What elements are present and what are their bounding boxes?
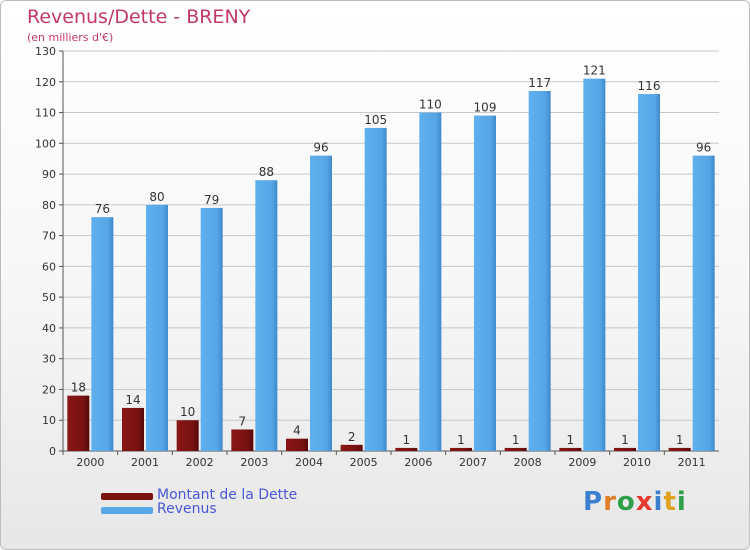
bar-dette [340, 444, 363, 451]
bar-revenus [255, 180, 278, 451]
bar-dette [67, 395, 90, 451]
data-label-dette: 10 [180, 405, 195, 419]
bar-dette [176, 420, 199, 451]
bar-revenus [310, 155, 332, 451]
x-tick-label: 2002 [186, 456, 214, 469]
data-label-dette: 1 [512, 433, 520, 447]
bar-dette [559, 447, 582, 451]
bar-revenus [146, 204, 168, 451]
y-tick-label: 60 [42, 260, 56, 273]
bar-dette [614, 447, 636, 451]
x-tick-label: 2006 [404, 456, 432, 469]
bar-dette [231, 429, 254, 451]
logo-letter: i [653, 487, 664, 517]
y-tick-label: 90 [42, 168, 56, 181]
y-tick-label: 10 [42, 414, 56, 427]
bar-dette [668, 447, 691, 451]
y-tick-label: 50 [42, 291, 56, 304]
x-tick-label: 2001 [131, 456, 159, 469]
bar-revenus [583, 78, 606, 451]
data-label-dette: 2 [348, 430, 356, 444]
data-label-revenus: 80 [149, 190, 164, 204]
data-label-revenus: 96 [313, 141, 328, 155]
legend-label-revenus: Revenus [157, 501, 217, 517]
logo-letter: o [616, 487, 636, 517]
y-tick-label: 40 [42, 322, 56, 335]
data-label-dette: 14 [125, 393, 140, 407]
legend-swatch-dette [101, 493, 153, 500]
bar-dette [122, 407, 144, 451]
data-label-dette: 1 [403, 433, 411, 447]
chart-title: Revenus/Dette - BRENY [27, 6, 251, 28]
data-label-revenus: 116 [638, 79, 661, 93]
data-label-dette: 18 [71, 381, 86, 395]
y-tick-label: 30 [42, 353, 56, 366]
x-tick-label: 2010 [623, 456, 651, 469]
data-label-revenus: 79 [204, 193, 219, 207]
data-label-revenus: 110 [419, 98, 442, 112]
bar-revenus [638, 94, 660, 452]
logo-letter: t [663, 487, 677, 517]
data-label-revenus: 76 [95, 202, 110, 216]
legend-swatch-revenus [101, 507, 153, 514]
data-label-revenus: 88 [259, 165, 274, 179]
proxiti-logo: Proxiti [583, 487, 687, 517]
y-tick-label: 80 [42, 199, 56, 212]
bar-dette [450, 447, 472, 451]
data-label-dette: 1 [676, 433, 684, 447]
chart-subtitle: (en milliers d'€) [27, 31, 114, 44]
x-tick-label: 2004 [295, 456, 323, 469]
x-tick-label: 2005 [350, 456, 378, 469]
data-label-revenus: 96 [696, 141, 711, 155]
data-label-dette: 7 [239, 414, 247, 428]
bar-revenus [91, 217, 114, 451]
bar-revenus [528, 91, 551, 451]
data-label-revenus: 117 [528, 76, 551, 90]
x-tick-label: 2009 [568, 456, 596, 469]
bar-revenus [692, 155, 715, 451]
data-label-dette: 1 [621, 433, 629, 447]
logo-letter: x [635, 487, 654, 517]
bar-revenus [364, 127, 387, 451]
bar-revenus [200, 207, 223, 451]
bar-revenus [419, 112, 442, 452]
y-tick-label: 20 [42, 383, 56, 396]
logo-letter: r [603, 487, 617, 517]
data-label-revenus: 105 [364, 113, 387, 127]
x-tick-label: 2008 [514, 456, 542, 469]
x-tick-label: 2003 [240, 456, 268, 469]
y-tick-label: 0 [49, 445, 56, 458]
bar-dette [286, 438, 308, 451]
x-tick-label: 2000 [76, 456, 104, 469]
data-label-dette: 1 [457, 433, 465, 447]
data-label-dette: 1 [567, 433, 575, 447]
bar-dette [395, 447, 418, 451]
x-tick-label: 2007 [459, 456, 487, 469]
legend-label-dette: Montant de la Dette [157, 487, 298, 503]
y-tick-label: 70 [42, 230, 56, 243]
data-label-revenus: 109 [474, 101, 497, 115]
bar-revenus [474, 115, 496, 451]
y-tick-label: 100 [35, 137, 56, 150]
logo-letter: i [676, 487, 687, 517]
x-tick-label: 2011 [678, 456, 706, 469]
y-tick-label: 130 [35, 45, 56, 58]
y-tick-label: 110 [35, 107, 56, 120]
data-label-revenus: 121 [583, 64, 606, 78]
logo-letter: P [583, 487, 604, 517]
y-tick-label: 120 [35, 76, 56, 89]
bar-dette [504, 447, 527, 451]
data-label-dette: 4 [293, 424, 301, 438]
